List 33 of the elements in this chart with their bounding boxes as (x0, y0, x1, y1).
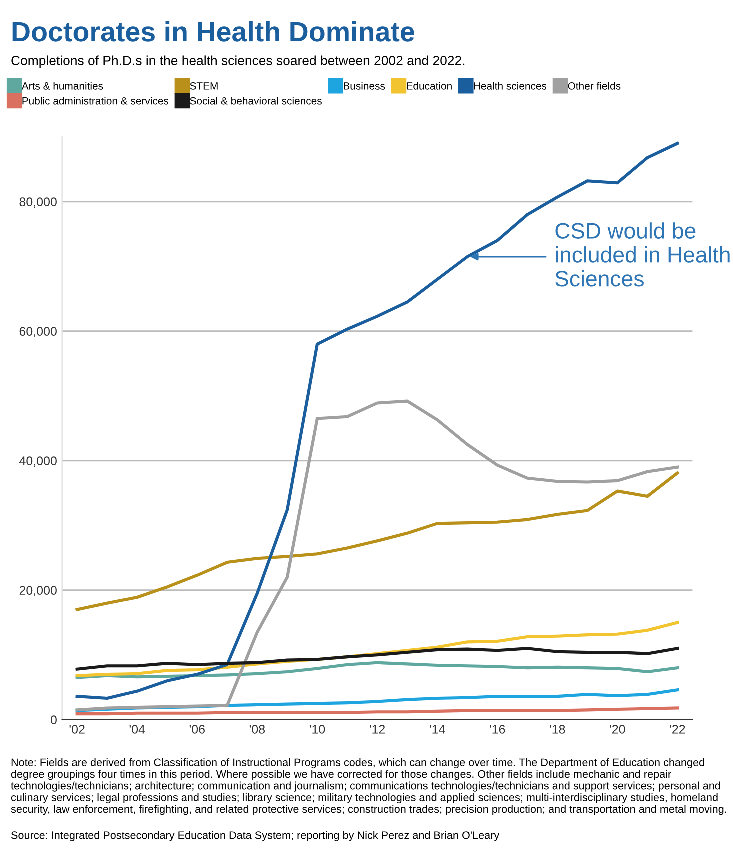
x-tick-label: '20 (610, 725, 626, 734)
y-tick-label: 60,000 (20, 327, 57, 338)
x-tick-label: '08 (250, 725, 266, 734)
line-series (76, 647, 680, 671)
legend-label: Arts & humanities (22, 82, 104, 90)
line-series (76, 661, 680, 680)
legend-label: STEM (190, 82, 218, 90)
legend-label: Social & behavioral sciences (190, 97, 322, 105)
x-tick-label: '22 (670, 725, 686, 734)
x-tick-label: '10 (310, 725, 326, 734)
chart-title: Doctorates in Health Dominate (12, 21, 414, 42)
y-tick-label: 80,000 (20, 198, 57, 208)
x-tick-label: '06 (190, 725, 205, 734)
x-tick-label: '14 (430, 725, 446, 734)
y-tick-label: 40,000 (20, 456, 57, 468)
legend-label: Education (407, 82, 452, 90)
line-series (76, 400, 680, 712)
x-tick-label: '02 (70, 725, 85, 734)
legend-label: Health sciences (474, 82, 547, 90)
legend-label: Business (344, 82, 386, 90)
text: Note: Fields are derived from Classification of Instructional Programs codes, which can change over time. The Department of Education changed degree groupings four times in this period. Where possible we have corrected for those changes. Other fields include mechanic and repair technologies/technicians; architecture; communication and journalism; communications technologies/technicians and support services; personal and culinary services; legal professions and studies; library science; military technologies and applied sciences; multi-interdisciplinary studies, homeland security, law enforcement, firefighting, and related protective services; construction trades; precision production; and transportation and metal moving. (11, 758, 726, 816)
annotation: CSD would be included in Health Sciences (556, 222, 730, 287)
legend-label: Other fields (568, 82, 621, 90)
x-tick-label: '12 (370, 725, 386, 734)
y-tick-label: 20,000 (20, 586, 57, 597)
source-note: Source: Integrated Postsecondary Education Data System; reporting by Nick Perez and Brian O'Leary (11, 831, 500, 842)
line-series (76, 472, 680, 612)
y-tick-label: 0 (50, 716, 57, 725)
legend-label: Public administration & services (22, 97, 169, 105)
x-tick-label: '18 (550, 725, 566, 734)
x-tick-label: '04 (130, 725, 146, 734)
chart-subtitle: Completions of Ph.D.s in the health sciences soared between 2002 and 2022. (12, 56, 465, 68)
x-tick-label: '16 (490, 725, 506, 734)
